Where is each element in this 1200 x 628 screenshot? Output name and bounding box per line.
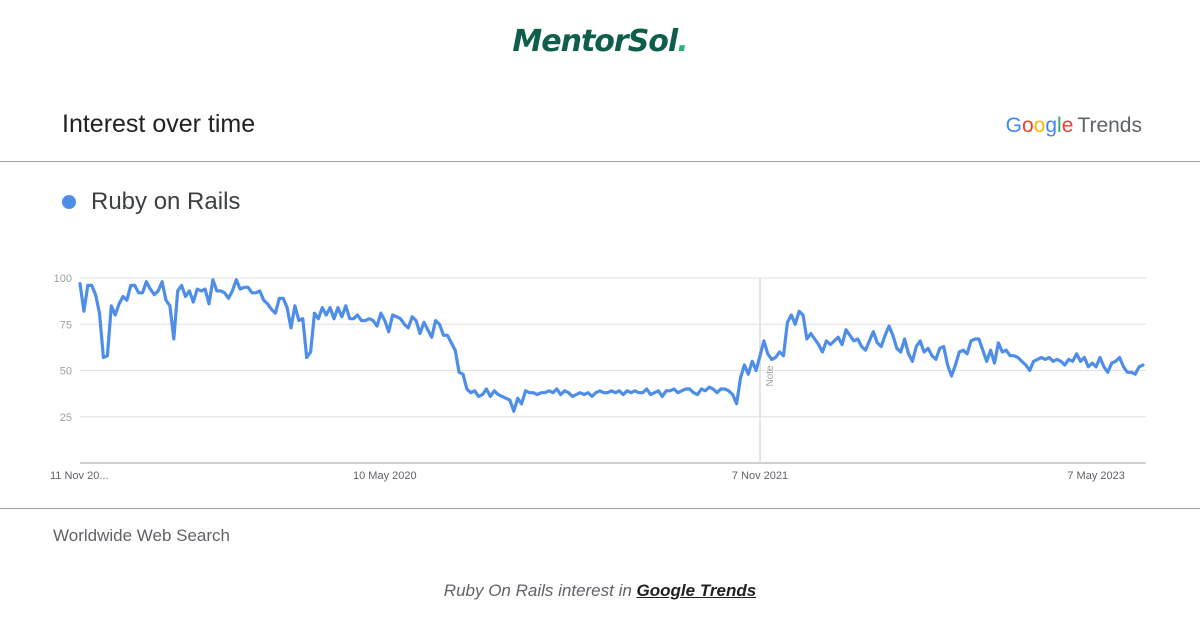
google-trends-logo: Google Trends — [1006, 114, 1142, 138]
legend-label: Ruby on Rails — [91, 188, 241, 215]
google-letter: o — [1033, 114, 1046, 137]
google-letter: G — [1005, 114, 1022, 137]
x-tick-label: 11 Nov 20... — [50, 470, 109, 482]
y-tick-label: 25 — [60, 412, 72, 424]
logo-text: MentorSol — [512, 24, 678, 59]
x-tick-label: 7 May 2023 — [1067, 470, 1124, 482]
header-divider — [0, 161, 1200, 162]
legend: Ruby on Rails — [62, 188, 240, 216]
trends-word: Trends — [1077, 114, 1142, 137]
series-line — [78, 278, 1145, 413]
y-tick-label: 50 — [60, 366, 72, 378]
logo-dot: . — [677, 24, 688, 59]
google-letter: l — [1057, 114, 1062, 137]
google-letter: g — [1045, 114, 1058, 137]
google-trends-link[interactable]: Google Trends — [636, 581, 757, 600]
x-tick-label: 7 Nov 2021 — [732, 470, 788, 482]
chart-title: Interest over time — [62, 110, 256, 138]
x-tick-label: 10 May 2020 — [353, 470, 417, 482]
brand-logo: MentorSol. — [0, 24, 1200, 59]
footer-source: Worldwide Web Search — [53, 526, 231, 545]
google-letter: o — [1021, 114, 1034, 137]
caption: Ruby On Rails interest in Google Trends — [0, 581, 1200, 601]
footer-divider — [0, 508, 1200, 509]
google-letter: e — [1061, 114, 1074, 137]
note-annotation: Note — [765, 365, 776, 387]
line-chart: 25 50 75 100 11 Nov 20... 10 May 2020 7 Nov 20… — [50, 273, 1146, 482]
caption-text: Ruby On Rails interest in — [443, 581, 637, 600]
y-tick-label: 100 — [54, 273, 72, 285]
legend-dot-icon — [62, 195, 76, 209]
y-tick-label: 75 — [60, 319, 72, 331]
